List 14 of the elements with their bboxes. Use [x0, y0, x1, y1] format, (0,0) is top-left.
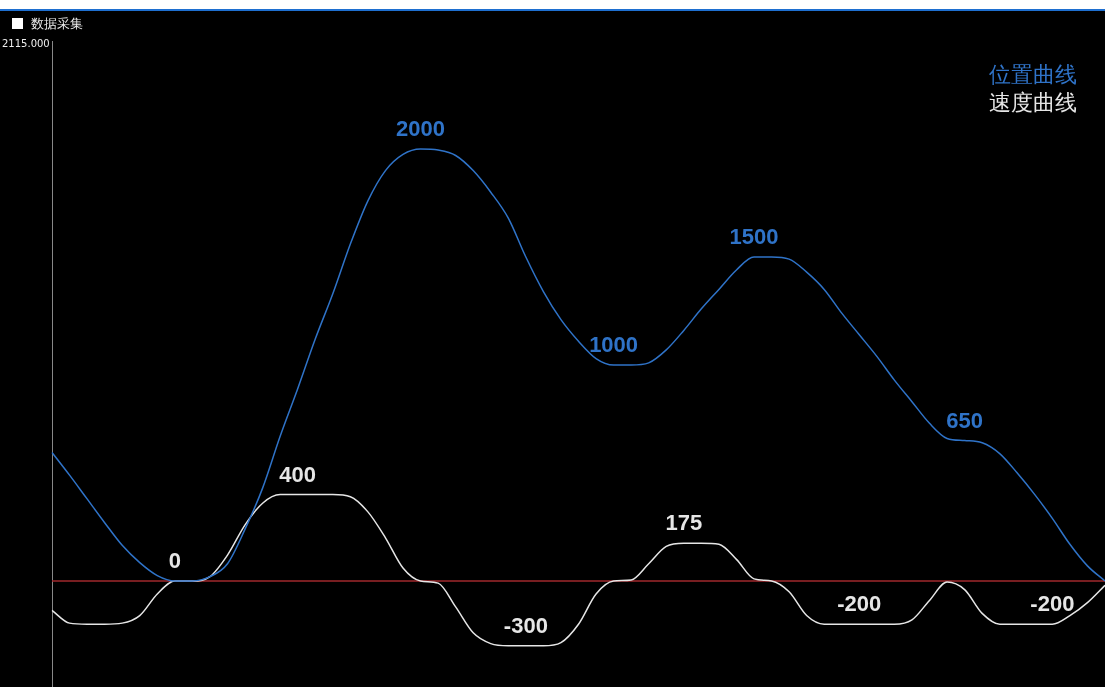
chart-title: 数据采集 — [31, 14, 83, 33]
data-label: 650 — [946, 407, 983, 433]
data-label: 400 — [279, 461, 317, 487]
data-label: -300 — [503, 612, 548, 638]
data-label: 0 — [168, 548, 181, 574]
text: 位置曲线 — [989, 61, 1077, 89]
text: 速度曲线 — [989, 89, 1077, 117]
data-label: -200 — [1030, 591, 1075, 617]
data-label: 1500 — [729, 224, 779, 250]
data-label: -200 — [837, 591, 882, 617]
data-label: 2000 — [396, 116, 446, 142]
text: 2115.000 — [2, 37, 50, 49]
data-label: 1000 — [589, 332, 639, 358]
data-label: 175 — [665, 510, 703, 536]
